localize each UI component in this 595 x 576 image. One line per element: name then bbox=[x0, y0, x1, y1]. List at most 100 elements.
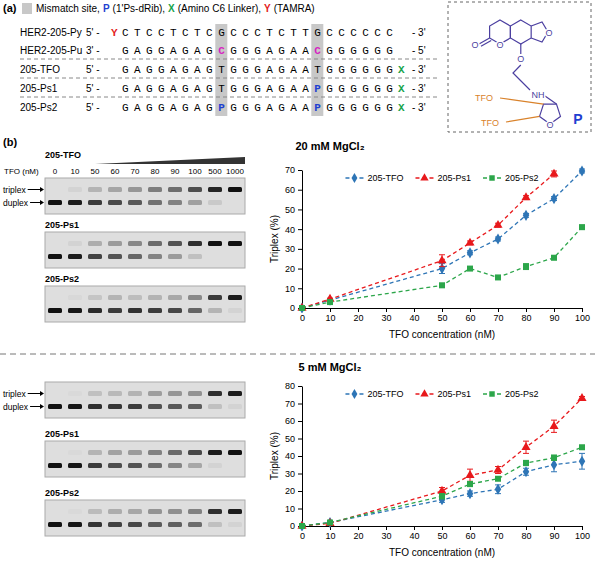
triplex-band bbox=[188, 450, 202, 455]
duplex-band bbox=[68, 404, 82, 409]
base: G bbox=[206, 102, 218, 114]
y-tick-label: 30 bbox=[285, 244, 295, 254]
duplex-band bbox=[208, 522, 222, 527]
band-arrow-head bbox=[40, 187, 44, 192]
data-point bbox=[521, 192, 530, 200]
lane-label: 80 bbox=[151, 167, 160, 176]
sequence: GAGGAGAGTGGGAGAAPGGGGGG bbox=[122, 83, 398, 95]
triplex-band bbox=[68, 295, 82, 300]
y-tick-label: 0 bbox=[290, 521, 295, 531]
base: G bbox=[206, 64, 218, 76]
base: P bbox=[218, 102, 230, 114]
structure-label: O bbox=[546, 120, 553, 130]
legend-item: 205-Ps2 bbox=[483, 173, 539, 183]
plot-marks bbox=[297, 393, 586, 531]
strand-end: - 3' bbox=[412, 83, 426, 94]
band-label: duplex bbox=[3, 402, 29, 412]
gel-name: 205-Ps2 bbox=[45, 488, 79, 498]
bond bbox=[545, 96, 556, 104]
key-segment: (Amino C6 Linker), bbox=[178, 3, 261, 14]
base: C bbox=[326, 27, 338, 39]
x-tick-mark bbox=[526, 526, 527, 530]
key-text: Mismatch site,P(1'Ps-dRib),X(Amino C6 Li… bbox=[36, 3, 315, 14]
base: G bbox=[158, 102, 170, 114]
data-point bbox=[523, 264, 529, 270]
data-point bbox=[437, 255, 446, 263]
lane-label: 50 bbox=[91, 167, 100, 176]
error-bar-part bbox=[551, 420, 557, 421]
error-bar bbox=[523, 460, 529, 465]
key-segment: Y bbox=[264, 3, 271, 14]
base: C bbox=[158, 27, 170, 39]
y-tick-label: 10 bbox=[285, 504, 295, 514]
base: G bbox=[278, 64, 290, 76]
x-tick: 100 bbox=[575, 308, 590, 323]
error-bar bbox=[551, 455, 557, 460]
section-title: 5 mM MgCl₂ bbox=[299, 361, 362, 373]
data-point bbox=[493, 465, 502, 473]
triplex-band bbox=[108, 241, 122, 246]
label-tag: X bbox=[398, 83, 405, 95]
base: C bbox=[278, 27, 290, 39]
duplex-band bbox=[188, 522, 202, 527]
base: G bbox=[158, 45, 170, 57]
x-tick-mark bbox=[498, 308, 499, 312]
triplex-band bbox=[168, 295, 182, 300]
base: G bbox=[158, 83, 170, 95]
gel-background bbox=[45, 232, 245, 268]
data-point bbox=[523, 460, 529, 466]
legend-label: 205-TFO bbox=[367, 173, 403, 183]
y-tick-mark bbox=[298, 229, 302, 230]
duplex-band bbox=[88, 463, 102, 468]
legend-marker bbox=[489, 391, 494, 396]
triplex-band bbox=[68, 391, 82, 396]
gel-background bbox=[45, 500, 245, 536]
sequence-name: 205-Ps2 bbox=[20, 102, 58, 113]
duplex-band bbox=[168, 522, 182, 527]
gel-background bbox=[45, 286, 245, 322]
row-separator bbox=[20, 97, 440, 98]
duplex-band bbox=[148, 200, 162, 205]
y-tick-mark bbox=[298, 269, 302, 270]
duplex-band bbox=[188, 404, 202, 409]
triplex-band bbox=[148, 450, 162, 455]
data-point bbox=[467, 481, 473, 487]
data-point bbox=[297, 521, 306, 529]
duplex-band bbox=[108, 254, 122, 259]
base: A bbox=[194, 45, 206, 57]
duplex-band bbox=[108, 522, 122, 527]
triplex-band bbox=[168, 187, 182, 192]
base: G bbox=[242, 64, 254, 76]
chart: 010203040506070809010001020304050607080T… bbox=[269, 381, 590, 558]
y-tick-label: 60 bbox=[285, 185, 295, 195]
data-point bbox=[551, 455, 557, 461]
triplex-band bbox=[88, 241, 102, 246]
base: A bbox=[266, 64, 278, 76]
x-axis: 0102030405060708090100 bbox=[300, 526, 590, 541]
duplex-band bbox=[48, 404, 62, 409]
data-point bbox=[523, 210, 529, 221]
base: C bbox=[362, 27, 374, 39]
y-tick-mark bbox=[298, 249, 302, 250]
x-tick-mark bbox=[554, 308, 555, 312]
triplex-band bbox=[188, 295, 202, 300]
base: G bbox=[254, 102, 266, 114]
duplex-band bbox=[128, 254, 142, 259]
duplex-band bbox=[148, 404, 162, 409]
x-tick-label: 20 bbox=[353, 531, 363, 541]
y-tick: 40 bbox=[285, 225, 302, 235]
triplex-band bbox=[88, 450, 102, 455]
x-tick-mark bbox=[414, 526, 415, 530]
base: G bbox=[218, 27, 230, 39]
duplex-band bbox=[208, 404, 222, 409]
x-tick-label: 90 bbox=[549, 313, 559, 323]
y-axis: 010203040506070 bbox=[285, 165, 303, 313]
base: G bbox=[146, 45, 158, 57]
error-bar bbox=[523, 264, 529, 270]
triplex-band bbox=[148, 187, 162, 192]
y-axis-line bbox=[302, 171, 303, 309]
y-tick-mark bbox=[298, 170, 302, 171]
lane-label: 60 bbox=[111, 167, 120, 176]
x-tick: 50 bbox=[437, 526, 447, 541]
key-segment: P bbox=[103, 3, 110, 14]
